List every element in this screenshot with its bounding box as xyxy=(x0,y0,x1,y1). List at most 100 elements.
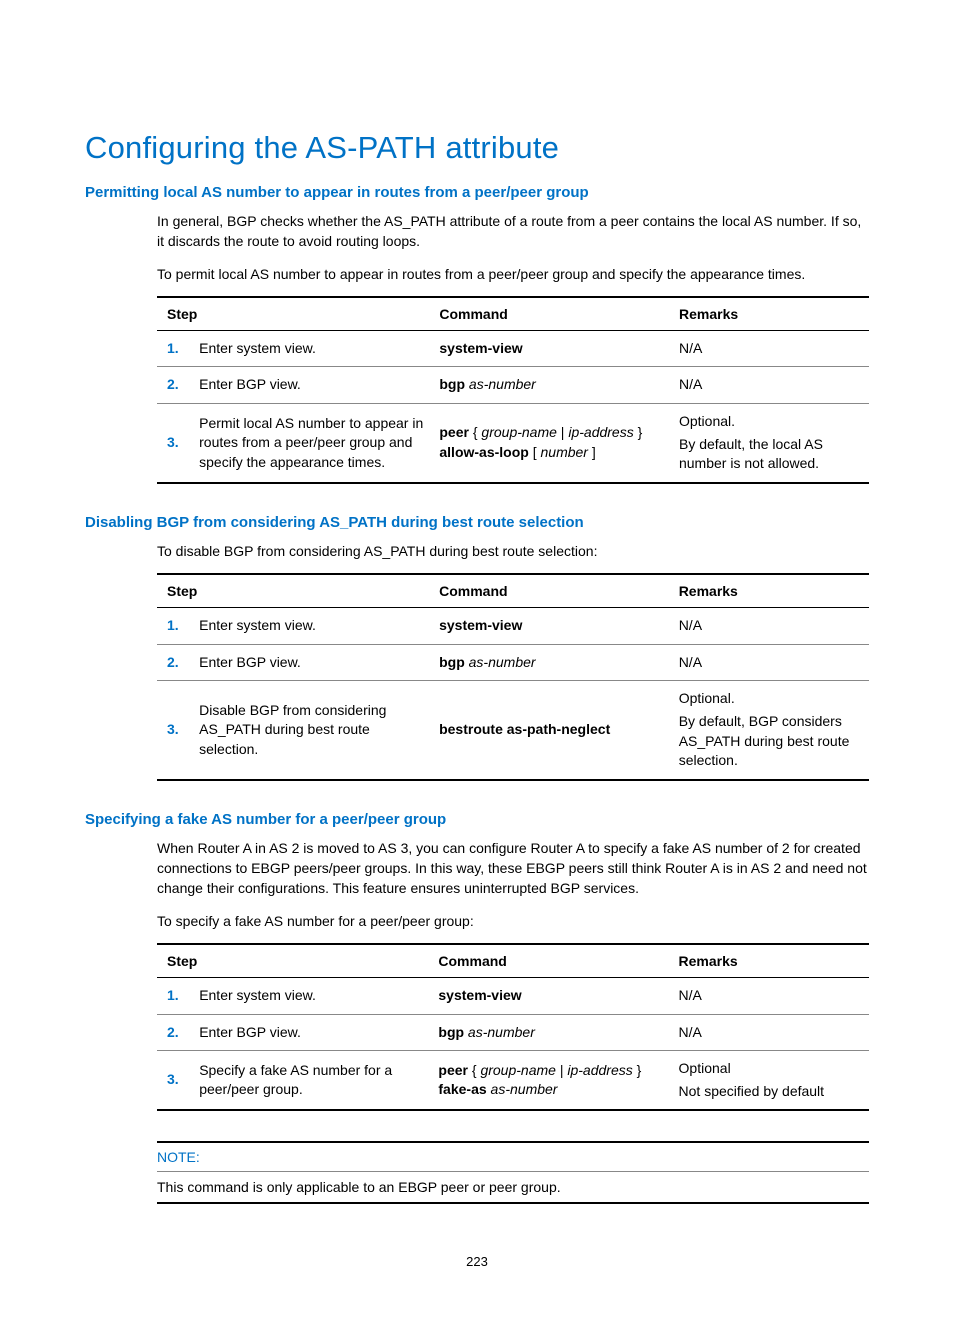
step-num: 1. xyxy=(167,617,179,633)
cmd: | xyxy=(556,1062,567,1078)
remarks-cell: N/A xyxy=(673,330,869,367)
th-step: Step xyxy=(157,574,433,608)
cmd: bgp xyxy=(438,1024,464,1040)
cmd-arg: as-number xyxy=(465,654,536,670)
command-cell: bgp as-number xyxy=(433,644,673,681)
section1-p1: In general, BGP checks whether the AS_PA… xyxy=(85,211,869,252)
cmd-arg: group-name xyxy=(480,1062,556,1078)
cmd: | xyxy=(557,424,568,440)
th-remarks: Remarks xyxy=(673,297,869,331)
command-cell: system-view xyxy=(433,608,673,645)
cmd: system-view xyxy=(438,987,521,1003)
remarks-cell: Optional. By default, the local AS numbe… xyxy=(673,404,869,483)
step-text: Disable BGP from considering AS_PATH dur… xyxy=(193,681,433,780)
table-row: 3. Permit local AS number to appear in r… xyxy=(157,404,869,483)
cmd: allow-as-loop xyxy=(439,444,528,460)
cmd: bgp xyxy=(439,376,465,392)
cmd: bgp xyxy=(439,654,465,670)
remark-line: Optional xyxy=(679,1059,863,1079)
section1-heading: Permitting local AS number to appear in … xyxy=(85,184,869,201)
command-cell: bestroute as-path-neglect xyxy=(433,681,673,780)
section2-p1: To disable BGP from considering AS_PATH … xyxy=(85,541,869,561)
step-text: Specify a fake AS number for a peer/peer… xyxy=(193,1051,432,1111)
cmd-arg: group-name xyxy=(481,424,557,440)
command-cell: peer { group-name | ip-address } allow-a… xyxy=(433,404,673,483)
step-text: Permit local AS number to appear in rout… xyxy=(193,404,433,483)
command-cell: bgp as-number xyxy=(432,1014,672,1051)
cmd: { xyxy=(469,424,481,440)
step-num: 2. xyxy=(167,1024,179,1040)
table-row: 2. Enter BGP view. bgp as-number N/A xyxy=(157,644,869,681)
step-text: Enter system view. xyxy=(193,608,433,645)
th-step: Step xyxy=(157,297,433,331)
note-label: NOTE: xyxy=(157,1141,869,1172)
step-text: Enter BGP view. xyxy=(193,1014,432,1051)
remark-line: Optional. xyxy=(679,412,863,432)
step-text: Enter system view. xyxy=(193,977,432,1014)
remarks-cell: N/A xyxy=(673,367,869,404)
cmd-arg: as-number xyxy=(464,1024,535,1040)
cmd: } xyxy=(633,1062,642,1078)
cmd-arg: ip-address xyxy=(567,1062,632,1078)
section1-table: Step Command Remarks 1. Enter system vie… xyxy=(157,296,869,484)
step-num: 3. xyxy=(167,434,179,450)
th-step: Step xyxy=(157,944,432,978)
remark-line: By default, the local AS number is not a… xyxy=(679,435,863,474)
cmd-arg: as-number xyxy=(465,376,536,392)
step-text: Enter BGP view. xyxy=(193,644,433,681)
section3-heading: Specifying a fake AS number for a peer/p… xyxy=(85,811,869,828)
section3-p1: When Router A in AS 2 is moved to AS 3, … xyxy=(85,838,869,899)
remarks-cell: N/A xyxy=(673,644,869,681)
page-title: Configuring the AS-PATH attribute xyxy=(85,130,869,166)
cmd: { xyxy=(468,1062,480,1078)
section2-table: Step Command Remarks 1. Enter system vie… xyxy=(157,573,869,781)
remarks-cell: N/A xyxy=(673,608,869,645)
th-remarks: Remarks xyxy=(673,944,869,978)
cmd: system-view xyxy=(439,617,522,633)
cmd-arg: ip-address xyxy=(568,424,633,440)
section3-p2: To specify a fake AS number for a peer/p… xyxy=(85,911,869,931)
remark-line: By default, BGP considers AS_PATH during… xyxy=(679,712,863,771)
remarks-cell: Optional Not specified by default xyxy=(673,1051,869,1111)
cmd: ] xyxy=(588,444,596,460)
cmd: fake-as xyxy=(438,1081,486,1097)
cmd-arg: number xyxy=(541,444,588,460)
th-command: Command xyxy=(433,297,673,331)
cmd-arg: as-number xyxy=(487,1081,558,1097)
cmd: peer xyxy=(439,424,469,440)
section2-heading: Disabling BGP from considering AS_PATH d… xyxy=(85,514,869,531)
table-header-row: Step Command Remarks xyxy=(157,297,869,331)
remark-line: Not specified by default xyxy=(679,1082,863,1102)
step-num: 3. xyxy=(167,721,179,737)
th-remarks: Remarks xyxy=(673,574,869,608)
cmd: bestroute as-path-neglect xyxy=(439,721,610,737)
page-number: 223 xyxy=(85,1254,869,1269)
step-num: 1. xyxy=(167,987,179,1003)
note-text: This command is only applicable to an EB… xyxy=(157,1172,869,1204)
cmd: [ xyxy=(529,444,541,460)
note-box: NOTE: This command is only applicable to… xyxy=(85,1141,869,1204)
step-num: 2. xyxy=(167,376,179,392)
th-command: Command xyxy=(432,944,672,978)
command-cell: bgp as-number xyxy=(433,367,673,404)
cmd: } xyxy=(634,424,643,440)
remarks-cell: Optional. By default, BGP considers AS_P… xyxy=(673,681,869,780)
section3-table: Step Command Remarks 1. Enter system vie… xyxy=(157,943,869,1111)
page-container: Configuring the AS-PATH attribute Permit… xyxy=(0,0,954,1329)
table-header-row: Step Command Remarks xyxy=(157,574,869,608)
section1-p2: To permit local AS number to appear in r… xyxy=(85,264,869,284)
step-num: 2. xyxy=(167,654,179,670)
cmd: system-view xyxy=(439,340,522,356)
remarks-cell: N/A xyxy=(673,977,869,1014)
command-cell: system-view xyxy=(432,977,672,1014)
cmd: peer xyxy=(438,1062,468,1078)
step-text: Enter BGP view. xyxy=(193,367,433,404)
remark-line: Optional. xyxy=(679,689,863,709)
table-row: 3. Disable BGP from considering AS_PATH … xyxy=(157,681,869,780)
th-command: Command xyxy=(433,574,673,608)
command-cell: peer { group-name | ip-address } fake-as… xyxy=(432,1051,672,1111)
table-row: 2. Enter BGP view. bgp as-number N/A xyxy=(157,1014,869,1051)
remarks-cell: N/A xyxy=(673,1014,869,1051)
step-num: 3. xyxy=(167,1071,179,1087)
table-header-row: Step Command Remarks xyxy=(157,944,869,978)
